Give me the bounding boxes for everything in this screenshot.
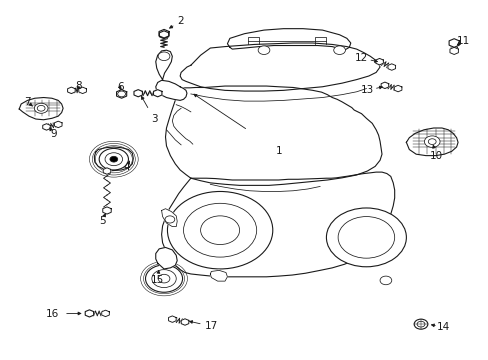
Polygon shape (85, 310, 94, 317)
Text: 3: 3 (151, 114, 157, 124)
Circle shape (167, 192, 272, 269)
Circle shape (152, 270, 176, 288)
Text: 7: 7 (24, 97, 31, 107)
Text: 1: 1 (275, 145, 282, 156)
Text: 12: 12 (354, 53, 367, 63)
Circle shape (158, 274, 169, 283)
Polygon shape (210, 270, 227, 281)
Circle shape (379, 276, 391, 285)
Polygon shape (67, 87, 75, 94)
Text: 17: 17 (205, 321, 218, 331)
Text: 6: 6 (117, 82, 123, 93)
Circle shape (34, 103, 48, 113)
Polygon shape (134, 90, 142, 97)
Polygon shape (102, 207, 111, 214)
Text: 8: 8 (75, 81, 82, 91)
Polygon shape (159, 30, 169, 38)
Circle shape (416, 321, 424, 327)
Circle shape (99, 148, 128, 170)
Polygon shape (375, 58, 383, 65)
Circle shape (164, 216, 174, 223)
Circle shape (183, 203, 256, 257)
Circle shape (326, 208, 406, 267)
Polygon shape (156, 80, 186, 100)
Circle shape (118, 91, 125, 97)
Text: 13: 13 (360, 85, 373, 95)
Text: 4: 4 (123, 162, 129, 172)
Polygon shape (180, 43, 379, 91)
Circle shape (110, 156, 118, 162)
Circle shape (37, 105, 45, 111)
Circle shape (158, 52, 169, 60)
Polygon shape (380, 82, 388, 89)
Polygon shape (54, 121, 62, 128)
Polygon shape (153, 90, 162, 97)
Text: 14: 14 (436, 322, 449, 332)
Polygon shape (227, 29, 350, 50)
Polygon shape (165, 86, 381, 185)
Text: 2: 2 (177, 17, 183, 27)
Text: 10: 10 (428, 150, 442, 161)
Polygon shape (42, 124, 50, 130)
Polygon shape (449, 47, 457, 54)
Circle shape (333, 46, 345, 54)
Polygon shape (393, 85, 401, 92)
Circle shape (337, 217, 394, 258)
Polygon shape (94, 147, 133, 171)
Circle shape (258, 46, 269, 54)
Text: 16: 16 (46, 309, 60, 319)
Polygon shape (102, 310, 109, 317)
Polygon shape (156, 50, 172, 80)
Polygon shape (156, 247, 177, 269)
Polygon shape (159, 31, 168, 39)
Text: 5: 5 (99, 216, 105, 225)
Polygon shape (19, 98, 63, 120)
Circle shape (427, 139, 435, 144)
Polygon shape (161, 172, 394, 277)
Circle shape (200, 216, 239, 244)
Polygon shape (448, 39, 458, 47)
Circle shape (145, 265, 182, 292)
Polygon shape (103, 168, 111, 174)
Text: 9: 9 (50, 130, 57, 139)
Polygon shape (406, 128, 457, 156)
Circle shape (424, 136, 439, 147)
Circle shape (413, 319, 427, 329)
Text: 11: 11 (455, 36, 468, 46)
Polygon shape (161, 209, 177, 226)
Polygon shape (387, 64, 395, 70)
Circle shape (105, 153, 122, 166)
Text: 15: 15 (151, 275, 164, 285)
Polygon shape (79, 87, 86, 94)
Polygon shape (168, 316, 176, 322)
Polygon shape (116, 90, 126, 98)
Polygon shape (181, 319, 188, 325)
